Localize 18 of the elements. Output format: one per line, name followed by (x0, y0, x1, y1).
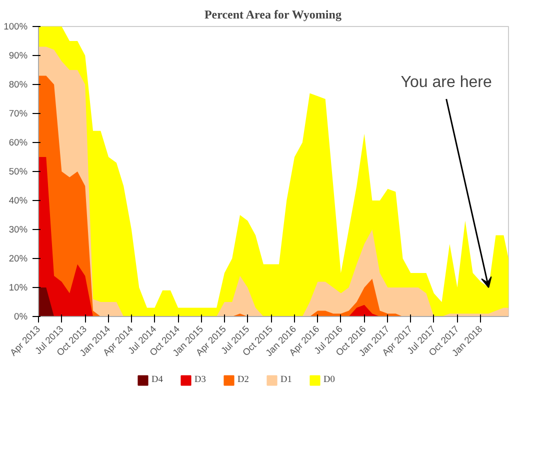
y-tick-label: 50% (8, 166, 28, 176)
y-tick-label: 30% (8, 224, 28, 234)
y-tick-label: 90% (8, 50, 28, 60)
legend-label: D3 (194, 374, 207, 386)
y-tick-label: 100% (4, 22, 28, 32)
y-tick-label: 70% (8, 108, 28, 118)
legend-label: D2 (237, 374, 250, 386)
legend-label: D0 (323, 374, 336, 386)
legend-label: D1 (280, 374, 293, 386)
y-tick-label: 20% (8, 254, 28, 264)
annotation: You are here (400, 74, 492, 91)
chart-title: Percent Area for Wyoming (204, 8, 342, 22)
y-tick-label: 40% (8, 196, 28, 206)
y-tick-label: 0% (14, 312, 28, 322)
legend-label: D4 (151, 374, 164, 386)
y-tick-label: 10% (8, 282, 28, 292)
y-tick-label: 80% (8, 80, 28, 90)
y-tick-label: 60% (8, 138, 28, 148)
